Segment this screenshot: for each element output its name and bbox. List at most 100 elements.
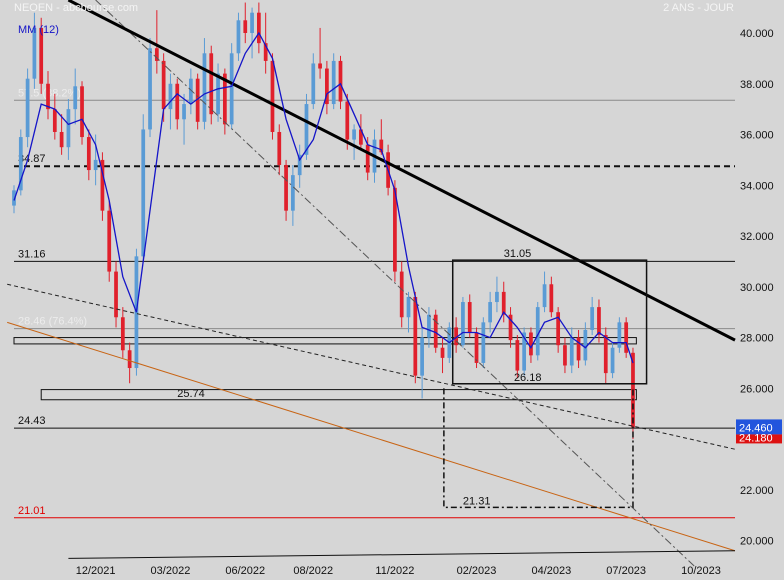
candle-body <box>25 78 30 138</box>
x-tick-label: 08/2022 <box>293 565 333 577</box>
y-tick-label: 26.000 <box>740 383 774 395</box>
candle-body <box>188 78 193 105</box>
candle-body <box>277 131 282 165</box>
y-tick-label: 28.000 <box>740 333 774 345</box>
candle-body <box>590 307 595 330</box>
candle-body <box>610 347 615 374</box>
x-tick-label: 04/2023 <box>531 565 571 577</box>
y-tick-label: 22.000 <box>740 485 774 497</box>
candle-body <box>413 296 418 376</box>
y-tick-label: 40.000 <box>740 28 774 40</box>
box-label: 21.31 <box>463 495 491 507</box>
candle-body <box>399 271 404 318</box>
candle-body <box>222 73 227 125</box>
candle-body <box>127 350 132 369</box>
candle-body <box>66 109 71 148</box>
candle-body <box>556 312 561 346</box>
candle-body <box>624 322 629 353</box>
candle-body <box>488 302 493 323</box>
candle-body <box>406 296 411 318</box>
last-price-box <box>736 419 782 435</box>
candle-body <box>603 335 608 374</box>
candle-body <box>175 83 180 120</box>
candle-body <box>256 12 261 44</box>
candle-body <box>154 48 159 61</box>
candle-body <box>209 53 214 115</box>
candle-body <box>12 190 16 206</box>
candle-body <box>522 332 527 371</box>
candle-body <box>216 73 220 115</box>
x-tick-label: 07/2023 <box>606 565 646 577</box>
range-box <box>451 259 648 385</box>
fib-trendline <box>7 321 736 552</box>
support-band <box>40 389 637 401</box>
moving-average-line <box>13 31 634 364</box>
candle-body <box>291 175 295 211</box>
candle-body <box>311 63 316 105</box>
candle-body <box>597 307 601 336</box>
candle-body <box>495 291 499 303</box>
moving-average-label: MM (12) <box>18 24 59 36</box>
last-price-label: 24.460 <box>739 422 773 434</box>
candle-body <box>52 109 57 132</box>
candle-body <box>359 129 363 145</box>
candle-body <box>270 60 275 132</box>
candle-body <box>501 291 506 315</box>
chart-period: 2 ANS - JOUR <box>663 2 734 14</box>
candle-body <box>467 302 472 333</box>
candle-body <box>107 210 112 272</box>
candle-body <box>535 307 540 356</box>
chart-title: NEOEN - abcbourse.com <box>14 2 139 14</box>
candle-body <box>563 345 567 366</box>
candle-body <box>161 60 166 110</box>
candle-body <box>18 137 23 191</box>
y-tick-label: 32.000 <box>740 231 774 243</box>
y-tick-label: 38.000 <box>740 79 774 91</box>
candle-body <box>576 337 581 361</box>
level-label: 24.43 <box>18 415 46 427</box>
x-tick-label: 10/2023 <box>681 565 721 577</box>
candle-body <box>86 137 91 171</box>
candle-body <box>39 27 44 84</box>
candle-body <box>148 48 152 130</box>
candle-body <box>345 101 350 140</box>
candle-body <box>304 104 309 155</box>
candle-body <box>229 53 234 125</box>
level-label: 21.01 <box>18 505 46 517</box>
candle-body <box>440 347 445 358</box>
prev-price-box <box>736 434 782 444</box>
candle-body <box>393 187 397 272</box>
y-tick-label: 36.000 <box>740 130 774 142</box>
candle-body <box>250 12 254 33</box>
candle-body <box>474 332 479 363</box>
candle-body <box>182 104 186 120</box>
candle-body <box>433 314 438 348</box>
candle-body <box>325 68 329 105</box>
candle-body <box>379 139 384 153</box>
candle-body <box>141 129 146 257</box>
box-label: 26.18 <box>514 372 542 384</box>
candle-body <box>454 327 458 346</box>
dashed-trendline <box>7 283 736 450</box>
target-box <box>443 388 634 509</box>
candle-body <box>318 63 322 69</box>
y-tick-label: 34.000 <box>740 180 774 192</box>
candle-body <box>427 314 431 338</box>
candle-body <box>481 322 486 363</box>
level-label: 34.87 <box>18 153 46 165</box>
dashdot-trendline <box>95 0 695 567</box>
candle-body <box>352 129 356 140</box>
candle-body <box>263 43 268 61</box>
y-tick-label: 20.000 <box>740 536 774 548</box>
x-tick-label: 03/2022 <box>151 565 191 577</box>
candle-body <box>202 53 207 122</box>
resistance-trendline <box>67 0 736 342</box>
candle-body <box>529 332 533 356</box>
x-tick-label: 06/2022 <box>225 565 265 577</box>
candle-body <box>168 83 173 110</box>
candle-body <box>59 131 64 148</box>
x-tick-label: 11/2022 <box>375 565 414 577</box>
candle-body <box>583 329 588 361</box>
prev-price-label: 24.180 <box>739 432 773 444</box>
